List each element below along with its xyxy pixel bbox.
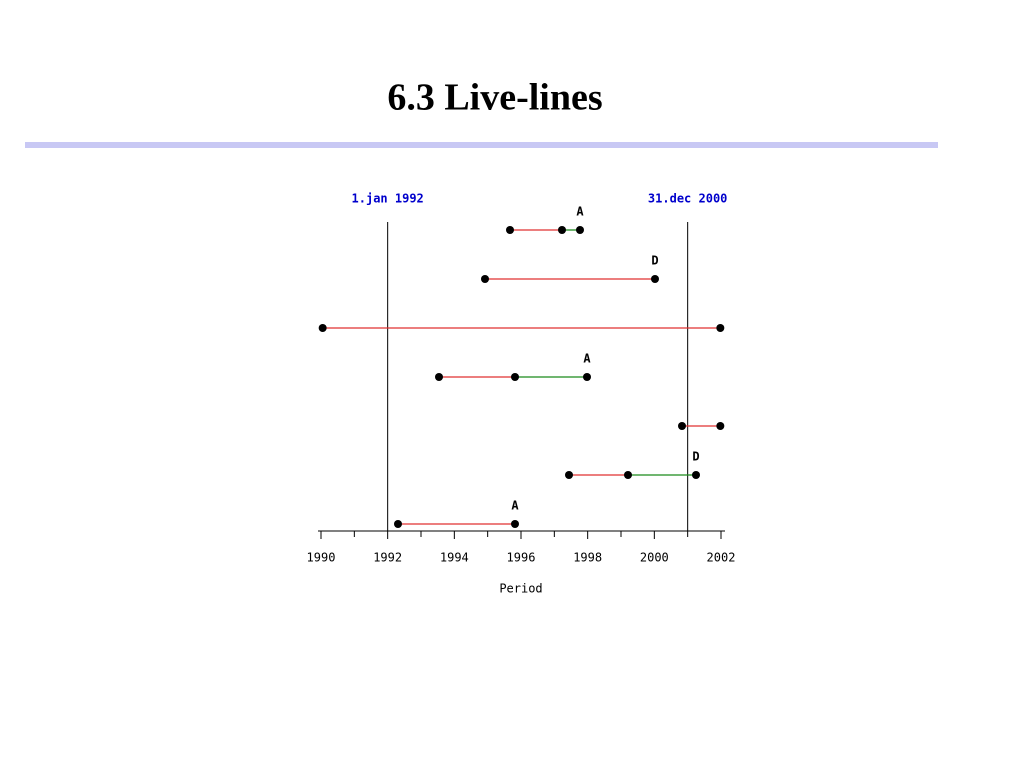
x-axis-label: Period <box>499 582 542 596</box>
x-tick-label: 1994 <box>440 551 469 565</box>
event-point <box>678 422 686 430</box>
event-point <box>558 226 566 234</box>
event-point <box>716 422 725 430</box>
status-label: D <box>651 254 658 268</box>
status-label: D <box>692 450 699 464</box>
event-point <box>318 324 327 332</box>
event-point <box>565 471 573 479</box>
event-point <box>511 520 519 528</box>
status-label: A <box>511 499 519 513</box>
event-point <box>435 373 443 381</box>
event-point <box>624 471 632 479</box>
title-rule <box>25 142 938 148</box>
x-tick-label: 1990 <box>307 551 336 565</box>
event-point <box>651 275 659 283</box>
event-point <box>716 324 725 332</box>
event-point <box>583 373 591 381</box>
event-point <box>692 471 700 479</box>
x-tick-label: 2000 <box>640 551 669 565</box>
slide-title: 6.3 Live-lines <box>387 77 602 119</box>
event-point <box>394 520 402 528</box>
event-point <box>481 275 489 283</box>
x-tick-label: 1992 <box>373 551 402 565</box>
event-point <box>511 373 519 381</box>
reference-label: 1.jan 1992 <box>352 192 424 206</box>
reference-label: 31.dec 2000 <box>648 192 727 206</box>
status-label: A <box>583 352 591 366</box>
x-tick-label: 2002 <box>707 551 736 565</box>
x-tick-label: 1996 <box>507 551 536 565</box>
x-tick-label: 1998 <box>573 551 602 565</box>
status-label: A <box>576 205 584 219</box>
event-point <box>506 226 514 234</box>
event-point <box>576 226 584 234</box>
